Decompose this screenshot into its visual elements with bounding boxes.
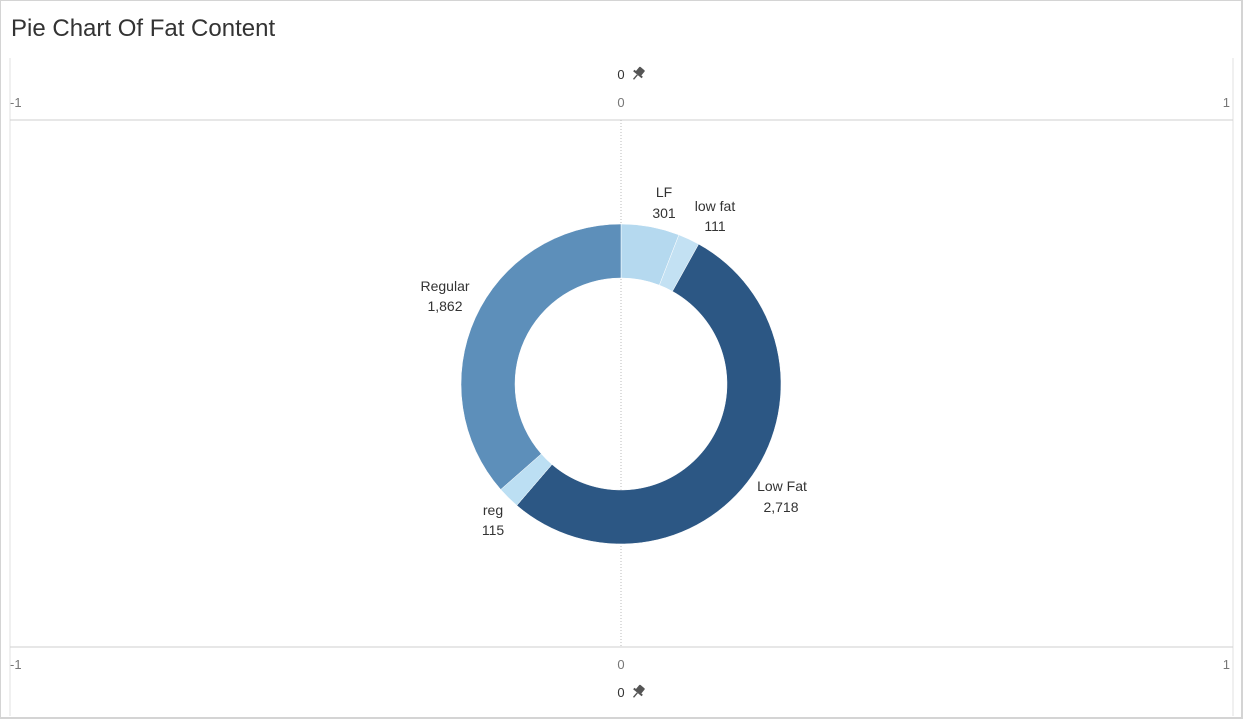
slice-label-regular-name: Regular xyxy=(420,278,469,294)
slice-label-low-fat-value: 2,718 xyxy=(763,499,798,515)
slice-label-lf-name: LF xyxy=(656,184,672,200)
top-pinned-label: 0 xyxy=(617,67,624,82)
top-tick-minus-one: -1 xyxy=(10,95,22,110)
slice-label-low-fat-name: Low Fat xyxy=(757,478,807,494)
bottom-tick-zero: 0 xyxy=(617,657,624,672)
slice-label-regular-value: 1,862 xyxy=(427,298,462,314)
top-tick-one: 1 xyxy=(1223,95,1230,110)
chart-title: Pie Chart Of Fat Content xyxy=(11,15,276,42)
slice-label-low-fat-lowercase-name: low fat xyxy=(695,198,736,214)
bottom-pin-icon[interactable] xyxy=(629,683,646,701)
bottom-axis: -1 0 1 0 xyxy=(10,657,1230,701)
bottom-tick-one: 1 xyxy=(1223,657,1230,672)
donut-slices xyxy=(460,223,782,545)
bottom-tick-minus-one: -1 xyxy=(10,657,22,672)
slice-label-low-fat-lowercase-value: 111 xyxy=(704,218,725,234)
slice-labels: LF 301 low fat 111 Low Fat 2,718 reg 115… xyxy=(420,184,807,538)
slice-regular[interactable] xyxy=(460,223,622,490)
top-pin-icon[interactable] xyxy=(629,65,646,83)
bottom-pinned-label: 0 xyxy=(617,685,624,700)
slice-label-reg-value: 115 xyxy=(482,522,505,538)
slice-label-lf-value: 301 xyxy=(652,205,676,221)
top-axis: 0 -1 0 1 xyxy=(10,65,1230,110)
top-tick-zero: 0 xyxy=(617,95,624,110)
slice-low-fat[interactable] xyxy=(516,243,782,545)
slice-label-reg-name: reg xyxy=(483,502,503,518)
